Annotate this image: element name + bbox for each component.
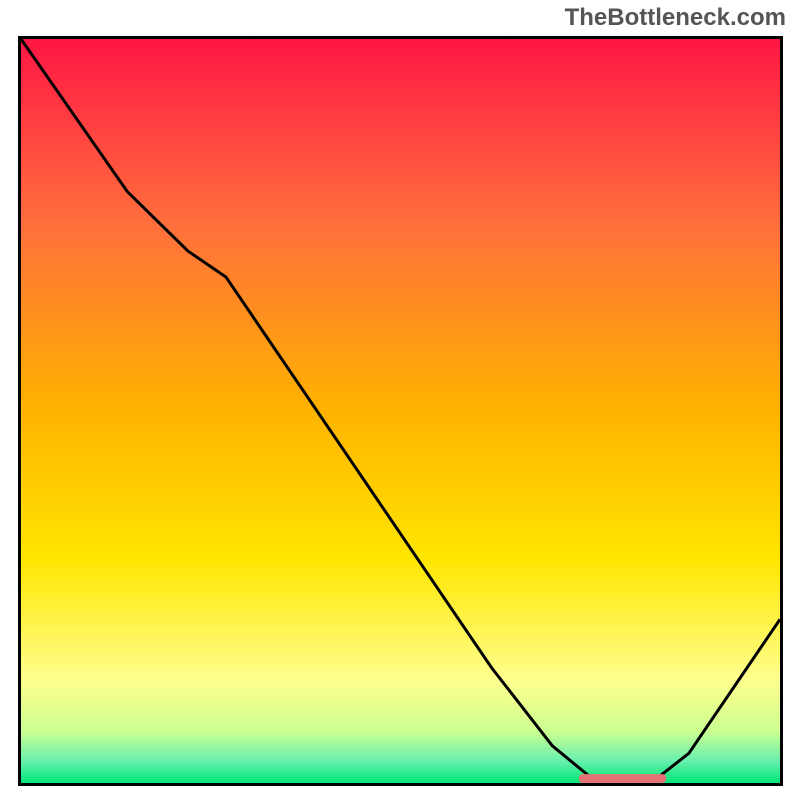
watermark-text: TheBottleneck.com — [565, 4, 786, 32]
chart-svg — [21, 39, 780, 783]
chart-frame — [18, 36, 783, 786]
bottleneck-curve — [21, 39, 780, 779]
optimal-range-marker — [579, 774, 666, 783]
